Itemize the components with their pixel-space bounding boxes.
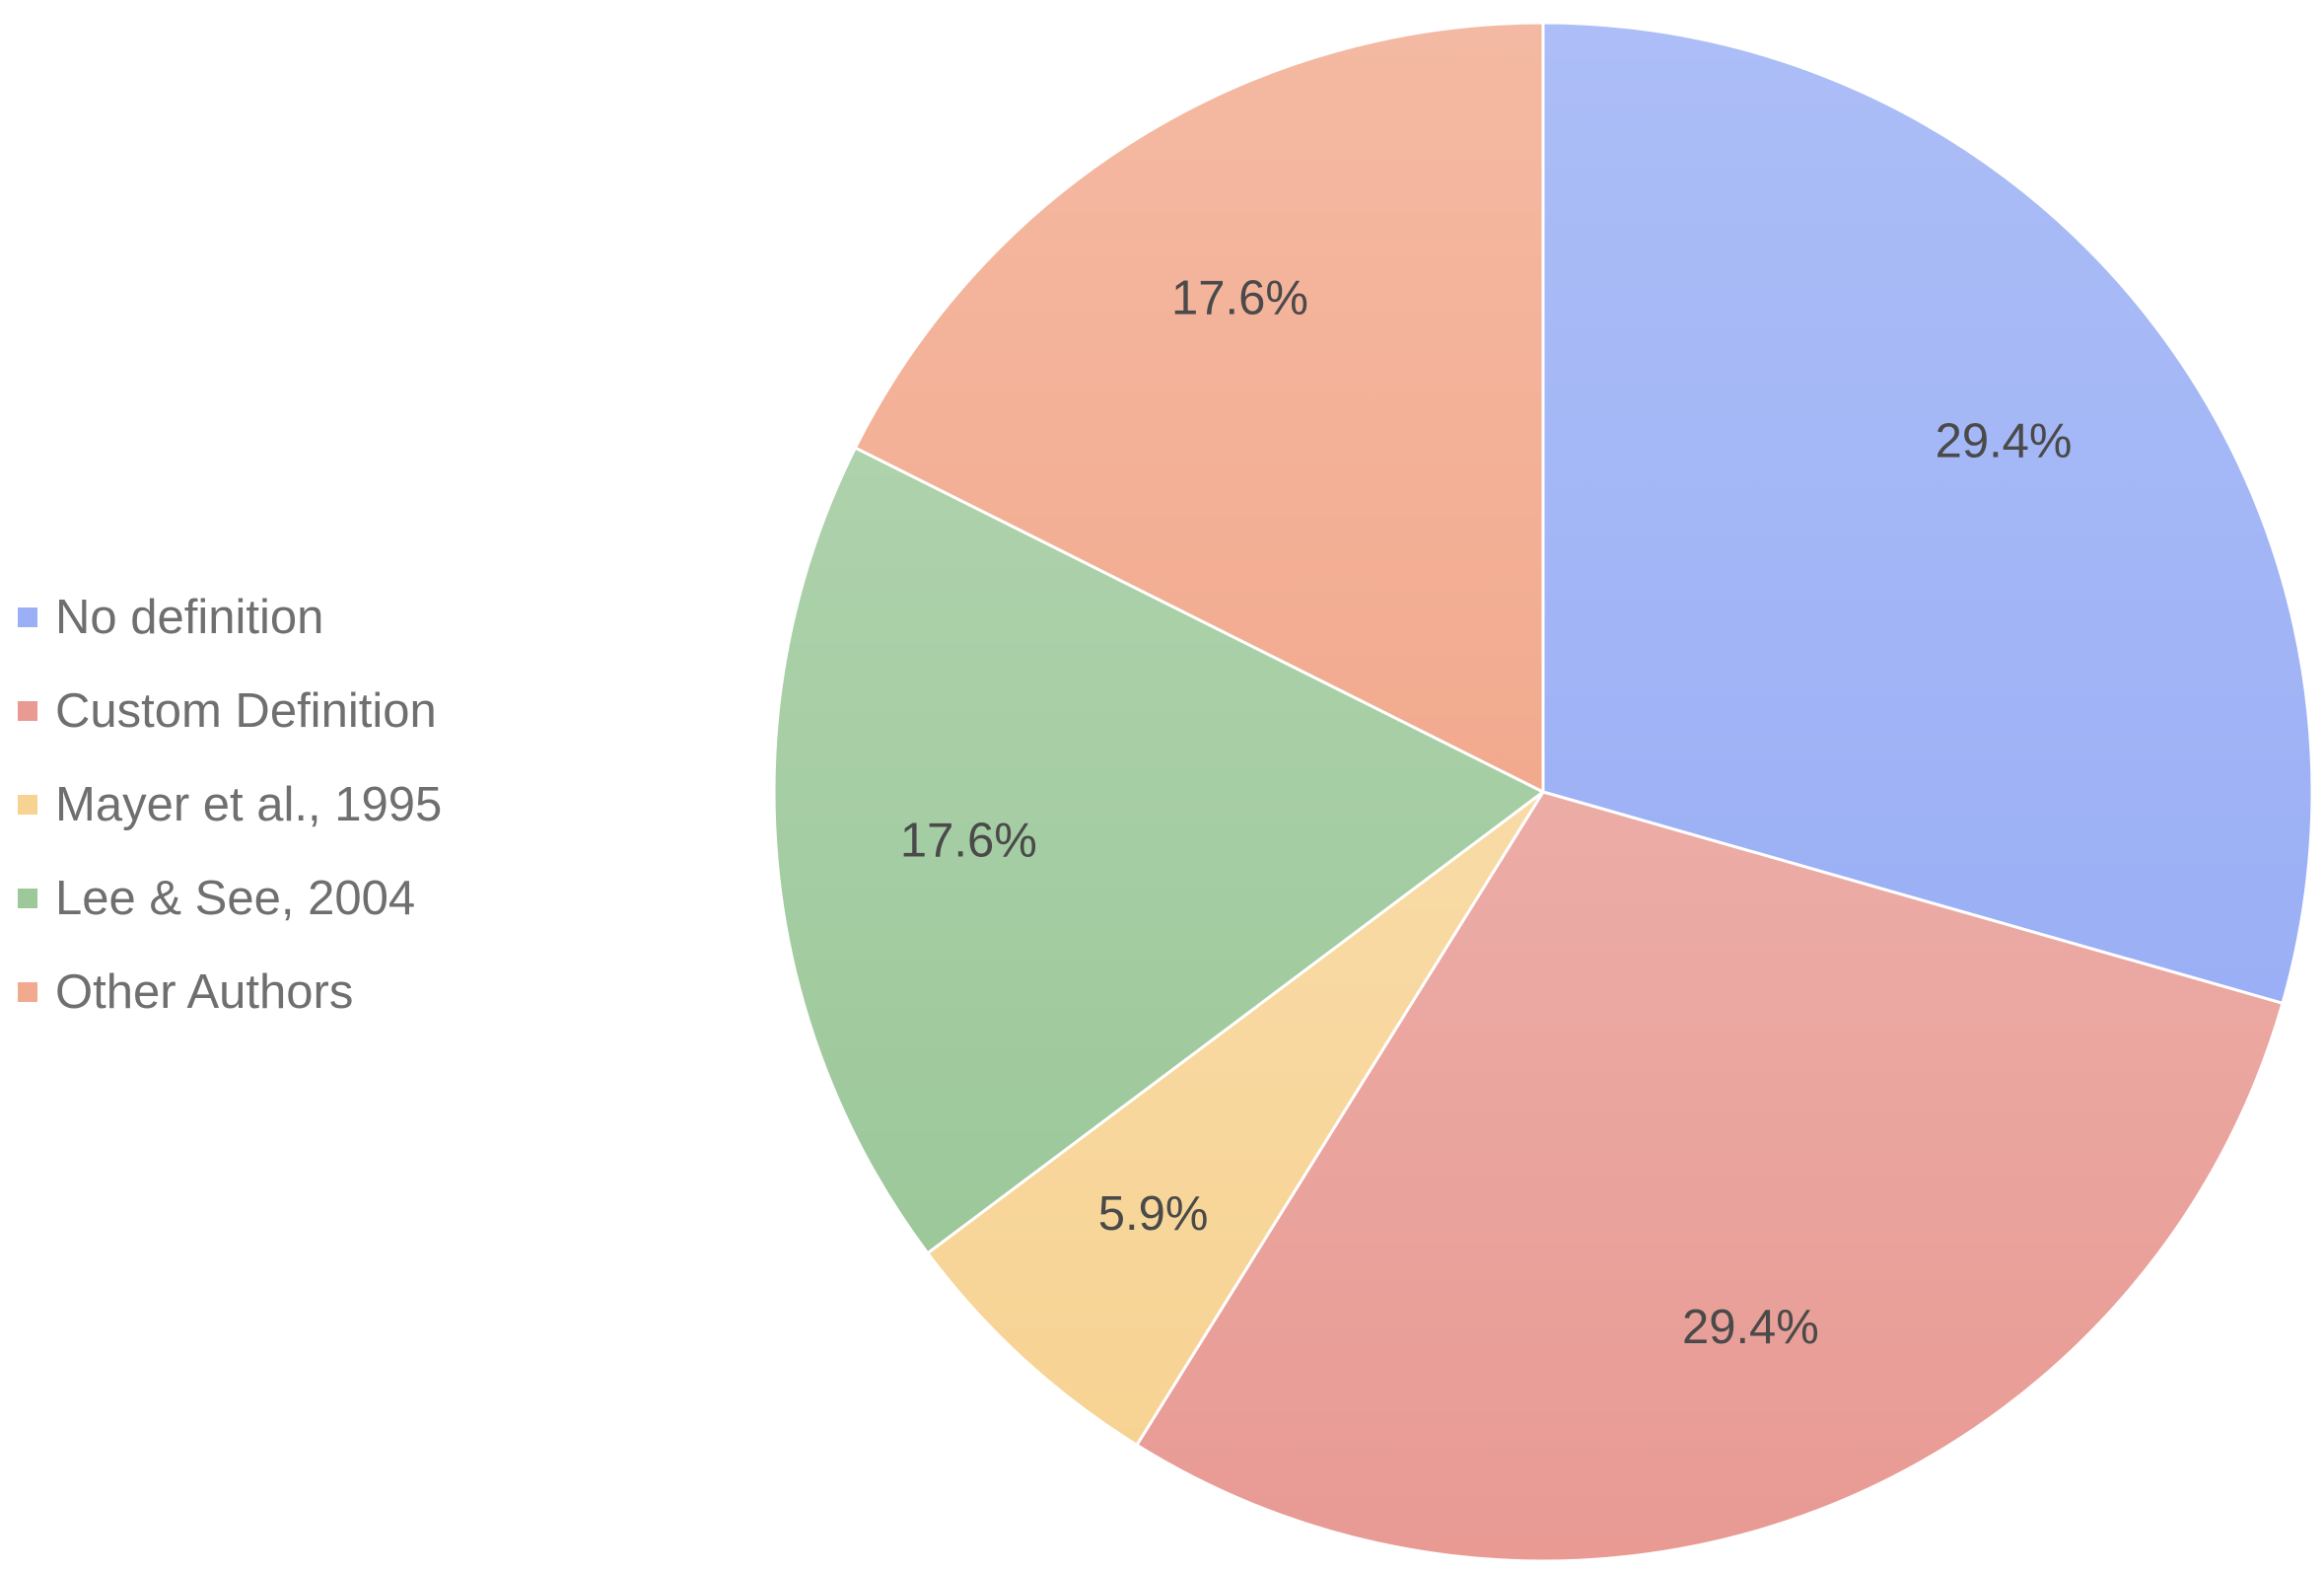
slice-shade-custom-definition [1136, 792, 2283, 1561]
legend-label: No definition [55, 590, 324, 644]
data-label-no-definition: 29.4% [1936, 415, 2073, 468]
data-label-other-authors: 17.6% [1171, 271, 1308, 324]
legend-item-no-definition: No definition [18, 570, 442, 664]
legend-swatch [18, 888, 37, 908]
legend-item-other-authors: Other Authors [18, 945, 442, 1038]
legend-item-mayer-et-al-1995: Mayer et al., 1995 [18, 757, 442, 851]
data-label-mayer-et-al-1995: 5.9% [1098, 1187, 1209, 1241]
slice-shade-mayer-et-al-1995 [927, 792, 1543, 1446]
legend-label: Other Authors [55, 964, 354, 1019]
slice-shade-no-definition [1543, 23, 2312, 1004]
legend-item-lee-see-2004: Lee & See, 2004 [18, 851, 442, 945]
legend-swatch [18, 794, 37, 815]
legend-swatch [18, 981, 37, 1002]
legend-label: Mayer et al., 1995 [55, 777, 443, 831]
data-label-custom-definition: 29.4% [1682, 1301, 1819, 1354]
legend-swatch [18, 700, 37, 721]
legend-label: Custom Definition [55, 683, 437, 738]
data-label-lee-see-2004: 17.6% [900, 814, 1037, 867]
slice-shade-lee-see-2004 [774, 448, 1543, 1253]
legend-item-custom-definition: Custom Definition [18, 664, 442, 757]
legend-swatch [18, 607, 37, 627]
legend-label: Lee & See, 2004 [55, 871, 416, 925]
slice-shade-other-authors [855, 23, 1543, 792]
legend: No definition Custom Definition Mayer et a… [18, 570, 442, 1038]
